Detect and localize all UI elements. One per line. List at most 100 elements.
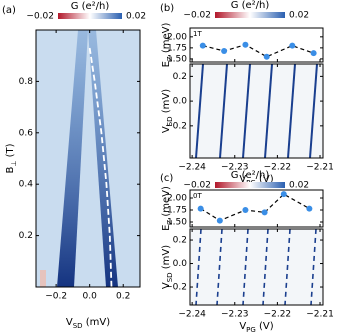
y-tick-label: 2.00 [167,32,187,42]
data-point [221,47,228,54]
data-point [199,42,206,49]
data-point [280,191,287,198]
y-axis-label-part: (T) [5,143,16,160]
colorbar-title: G (e²/h) [231,170,270,181]
data-point [242,207,249,214]
x-axis-label-part: (mV) [83,317,111,328]
axes-frame [189,27,324,63]
x-tick-label: 0.2 [116,292,130,302]
y-axis-label: B⊥ (T) [5,143,18,173]
y-tick-label: 0.6 [19,128,34,138]
y-tick-label: 1.75 [167,206,187,216]
data-point [261,209,268,216]
y-axis-label: VSD (mV) [161,89,174,133]
x-tick-label: −2.22 [264,163,292,173]
y-tick-label: −0.2 [165,283,187,293]
y-tick-label: 0.0 [173,97,188,107]
data-point [289,42,296,49]
colorbar-tick-label: 0.02 [126,12,146,22]
y-axis-label-part: B [5,167,16,174]
y-axis-label-part: SD [166,116,174,126]
y-tick-label: 0.0 [173,259,188,269]
data-point [306,205,313,212]
heatmap-patch [40,270,46,287]
x-axis-label-part: V [239,321,246,332]
axes-frame [189,63,324,159]
y-tick-label: −0.2 [165,121,187,131]
x-tick-label: −2.21 [306,310,334,320]
colorbar-title: G (e²/h) [71,1,110,12]
fit-curve [88,47,113,288]
colorbar-tick-label: −0.02 [183,11,211,21]
y-axis-label-part: Z [166,220,174,225]
x-tick-label: −2.24 [178,163,206,173]
axes-frame [189,228,324,306]
x-tick-label: −2.21 [306,163,334,173]
x-tick-label: −2.22 [264,310,292,320]
x-axis-label-part: PG [246,326,256,334]
colorbar-tick-label: 0.02 [289,181,309,191]
colorbar-tick-label: −0.02 [26,12,54,22]
colorbar [215,182,285,188]
x-tick-label: −0.2 [45,292,67,302]
y-axis-label-part: V [161,126,172,133]
y-tick-label: 1.50 [167,218,187,228]
x-tick-label: 0.0 [83,292,98,302]
x-tick-label: −2.24 [178,310,206,320]
x-tick-label: −2.23 [221,310,249,320]
data-point [263,53,270,60]
y-axis-label-part: (mV) [161,89,172,117]
x-tick-label: −2.23 [221,163,249,173]
axes-frame [189,189,324,228]
colorbar [215,12,285,18]
colorbar-tick-label: −0.02 [183,181,211,191]
y-axis-label-part: ⊥ [10,161,18,167]
x-axis-label-part: SD [73,322,83,330]
y-axis-label-part: (meV) [161,186,172,220]
y-tick-label: 0.8 [19,77,34,87]
heatmap-background [36,30,140,287]
x-axis-label-part: (V) [256,321,274,332]
data-point [310,50,317,57]
x-axis-label-part: (V) [256,174,274,185]
x-axis-label-part: V [66,317,73,328]
y-tick-label: 1.50 [167,54,187,64]
axes-frame [35,29,141,288]
y-tick-label: 0.2 [173,236,187,246]
y-axis-label-part: (mV) [161,245,172,273]
heatmap-background [190,64,323,158]
annotation: 0T [193,192,202,200]
y-axis-label-part: Z [166,56,174,61]
y-tick-label: 2.00 [167,194,187,204]
data-point [242,41,249,48]
colorbar [58,13,122,19]
panel-label: (b) [160,3,174,14]
annotation: 1T [193,30,202,38]
x-axis-label: VSD (mV) [66,317,110,330]
heatmap-lines [195,228,317,306]
data-point [216,217,223,224]
y-tick-label: 0.2 [173,72,187,82]
connector-line [202,44,314,58]
panel-label: (a) [2,5,16,16]
y-axis-label-part: SD [166,272,174,282]
heatmap-band [57,30,88,287]
y-axis-label: VSD (mV) [161,245,174,289]
colorbar-title: G (e²/h) [231,0,270,11]
heatmap-background [190,229,323,305]
heatmap-lines [195,63,318,159]
y-tick-label: 0.4 [19,180,34,190]
connector-line [200,193,310,222]
y-axis-label-part: E [161,61,172,67]
panel-label: (c) [160,173,173,184]
y-axis-label: EZ (meV) [161,186,174,231]
y-axis-label: EZ (meV) [161,22,174,67]
y-axis-label-part: E [161,225,172,231]
colorbar-tick-label: 0.02 [289,11,309,21]
y-axis-label-part: (meV) [161,22,172,56]
x-axis-label-part: V [239,174,246,185]
y-axis-label-part: V [161,282,172,289]
data-point [197,205,204,212]
y-tick-label: 1.75 [167,43,187,53]
